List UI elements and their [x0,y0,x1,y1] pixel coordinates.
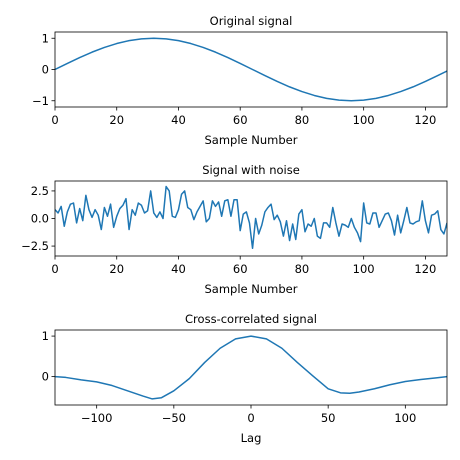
x-tick-label: 80 [295,262,310,276]
y-tick-label: 1 [42,31,49,45]
x-tick-label: −100 [81,411,113,425]
x-tick-label: 100 [353,262,375,276]
y-tick-label: 0 [42,63,49,77]
x-tick-label: 0 [51,262,58,276]
axes-frame [54,329,448,406]
x-tick-label: 40 [171,262,186,276]
y-tick-label: 1 [42,329,49,343]
y-tick-label: 2.5 [31,184,49,198]
y-tick-label: 0 [42,370,49,384]
y-tick-label: 0.0 [31,212,49,226]
x-tick-label: −50 [162,411,186,425]
x-tick-label: 120 [414,262,436,276]
x-tick-label: 20 [109,262,124,276]
x-tick-label: 20 [109,113,124,127]
subplot-title: Original signal [210,14,293,28]
x-tick-label: 100 [353,113,375,127]
x-tick-label: 100 [394,411,416,425]
x-tick-label: 0 [51,113,58,127]
x-tick-label: 60 [233,262,248,276]
subplot-title: Signal with noise [202,163,300,177]
subplot-3: −100 −50 0 50 100 0 1 Cross-correlated signal La… [42,312,448,445]
x-tick-label: 0 [247,411,254,425]
subplot-title: Cross-correlated signal [185,312,317,326]
y-tick-label: −1 [32,94,49,108]
x-tick-label: 120 [414,113,436,127]
axes-frame [54,180,448,257]
x-tick-label: 40 [171,113,186,127]
x-axis-label: Sample Number [205,133,298,147]
subplot-2: 0 20 40 60 80 100 120 −2.5 0.0 2.5 Signal with noi… [21,163,448,296]
series-line [55,185,447,250]
series-line [55,37,447,102]
x-axis-label: Sample Number [205,282,298,296]
series-line [55,335,447,400]
x-axis-label: Lag [241,431,262,445]
x-tick-label: 80 [295,113,310,127]
x-tick-label: 50 [321,411,336,425]
x-tick-label: 60 [233,113,248,127]
y-tick-label: −2.5 [21,239,49,253]
